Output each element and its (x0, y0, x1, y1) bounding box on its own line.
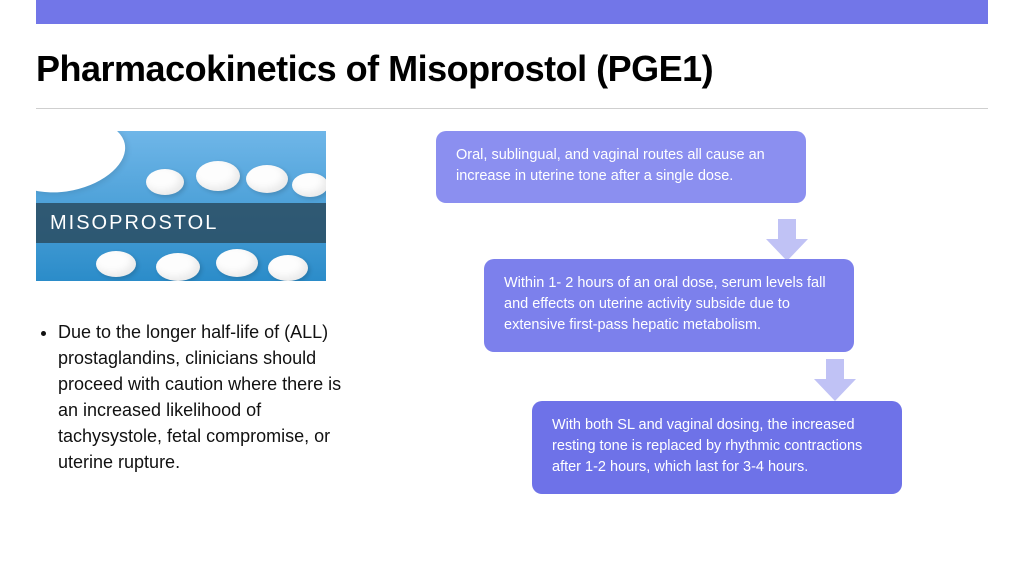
page-title: Pharmacokinetics of Misoprostol (PGE1) (0, 24, 1024, 108)
info-box-text: With both SL and vaginal dosing, the inc… (552, 417, 862, 475)
pill-bottle-icon (36, 131, 132, 203)
pill-icon (96, 251, 136, 277)
caution-bullet-list: Due to the longer half-life of (ALL) pro… (36, 319, 376, 476)
pill-icon (196, 161, 240, 191)
right-column: Oral, sublingual, and vaginal routes all… (436, 131, 988, 511)
pill-icon (146, 169, 184, 195)
info-box-oral-metabolism: Within 1- 2 hours of an oral dose, serum… (484, 259, 854, 352)
caution-bullet: Due to the longer half-life of (ALL) pro… (58, 319, 376, 476)
left-column: MISOPROSTOL Due to the longer half-life … (36, 131, 376, 511)
pill-icon (292, 173, 326, 197)
info-box-sl-vaginal: With both SL and vaginal dosing, the inc… (532, 401, 902, 494)
info-box-text: Oral, sublingual, and vaginal routes all… (456, 147, 765, 184)
pill-icon (246, 165, 288, 193)
image-banner-label: MISOPROSTOL (36, 203, 326, 243)
top-accent-bar (36, 0, 988, 24)
content-area: MISOPROSTOL Due to the longer half-life … (0, 131, 1024, 511)
pill-icon (156, 253, 200, 281)
info-box-routes: Oral, sublingual, and vaginal routes all… (436, 131, 806, 203)
arrow-down-icon (814, 359, 856, 405)
info-box-text: Within 1- 2 hours of an oral dose, serum… (504, 275, 826, 333)
title-divider (36, 108, 988, 109)
pill-icon (268, 255, 308, 281)
misoprostol-image: MISOPROSTOL (36, 131, 326, 281)
pill-icon (216, 249, 258, 277)
